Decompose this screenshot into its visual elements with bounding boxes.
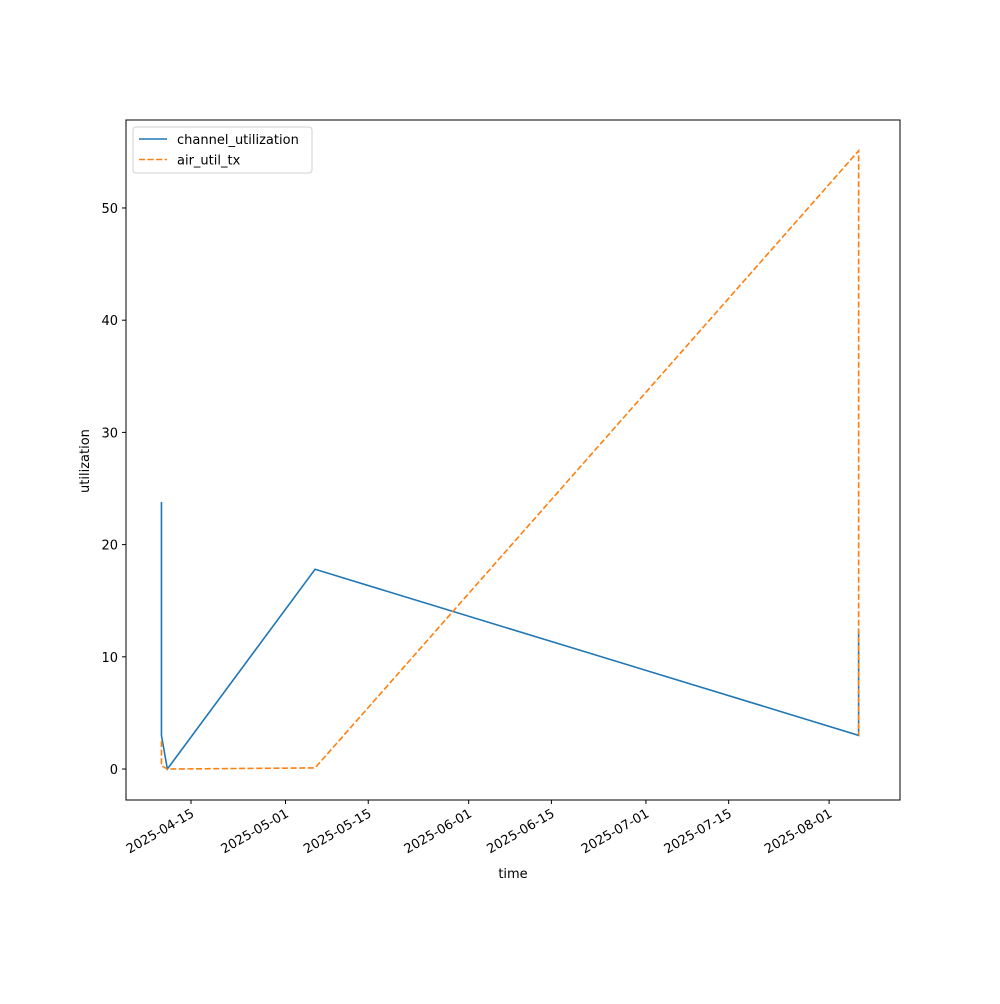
y-tick-label: 30: [101, 426, 118, 441]
y-tick-label: 10: [101, 651, 118, 666]
legend-box: [132, 126, 313, 174]
legend-label: channel_utilization: [177, 133, 299, 148]
plot-frame: [125, 119, 901, 801]
series-line: [160, 148, 860, 770]
y-tick-label: 40: [101, 314, 118, 329]
y-tick-label: 20: [101, 539, 118, 554]
y-tick-label: 50: [101, 202, 118, 217]
x-axis-label: time: [498, 867, 527, 882]
y-axis-label: utilization: [78, 429, 93, 493]
y-tick-label: 0: [110, 763, 118, 778]
legend-label: air_util_tx: [177, 154, 241, 169]
